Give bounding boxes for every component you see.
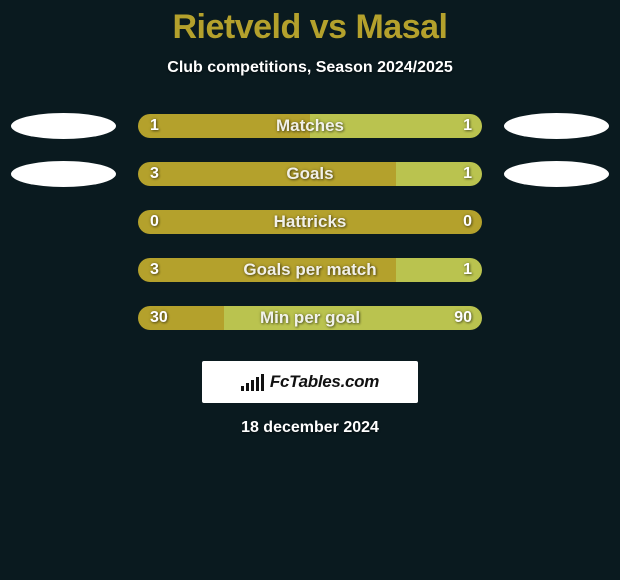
left-value: 0 — [150, 213, 159, 231]
right-value: 90 — [454, 309, 472, 327]
stat-row: 30 90 Min per goal — [0, 305, 620, 331]
left-marker-ellipse — [11, 209, 116, 235]
bar-label: Min per goal — [260, 308, 360, 328]
right-value: 0 — [463, 213, 472, 231]
right-marker-ellipse — [504, 257, 609, 283]
bar-left-fill — [138, 162, 396, 186]
right-value: 1 — [463, 261, 472, 279]
left-value: 3 — [150, 165, 159, 183]
stat-row: 0 0 Hattricks — [0, 209, 620, 235]
bar-track: 3 1 Goals — [138, 162, 482, 186]
stat-row: 1 1 Matches — [0, 113, 620, 139]
bar-label: Hattricks — [274, 212, 347, 232]
logo-text: FcTables.com — [270, 372, 379, 392]
logo-box: FcTables.com — [202, 361, 418, 403]
bar-track: 30 90 Min per goal — [138, 306, 482, 330]
bar-label: Goals per match — [243, 260, 376, 280]
bar-label: Matches — [276, 116, 344, 136]
right-marker-ellipse — [504, 161, 609, 187]
comparison-rows: 1 1 Matches 3 1 Goals 0 0 Hattricks 3 1 Goals per m… — [0, 113, 620, 353]
bar-track: 1 1 Matches — [138, 114, 482, 138]
left-value: 3 — [150, 261, 159, 279]
bar-track: 3 1 Goals per match — [138, 258, 482, 282]
logo-bars-icon — [241, 373, 264, 391]
right-marker-ellipse — [504, 209, 609, 235]
right-marker-ellipse — [504, 113, 609, 139]
left-marker-ellipse — [11, 305, 116, 331]
left-marker-ellipse — [11, 161, 116, 187]
date-text: 18 december 2024 — [241, 419, 379, 437]
left-marker-ellipse — [11, 113, 116, 139]
page-title: Rietveld vs Masal — [173, 8, 448, 47]
left-value: 1 — [150, 117, 159, 135]
left-value: 30 — [150, 309, 168, 327]
right-value: 1 — [463, 117, 472, 135]
right-marker-ellipse — [504, 305, 609, 331]
stat-row: 3 1 Goals — [0, 161, 620, 187]
bar-track: 0 0 Hattricks — [138, 210, 482, 234]
left-marker-ellipse — [11, 257, 116, 283]
bar-label: Goals — [286, 164, 333, 184]
stat-row: 3 1 Goals per match — [0, 257, 620, 283]
right-value: 1 — [463, 165, 472, 183]
subtitle: Club competitions, Season 2024/2025 — [167, 59, 452, 77]
